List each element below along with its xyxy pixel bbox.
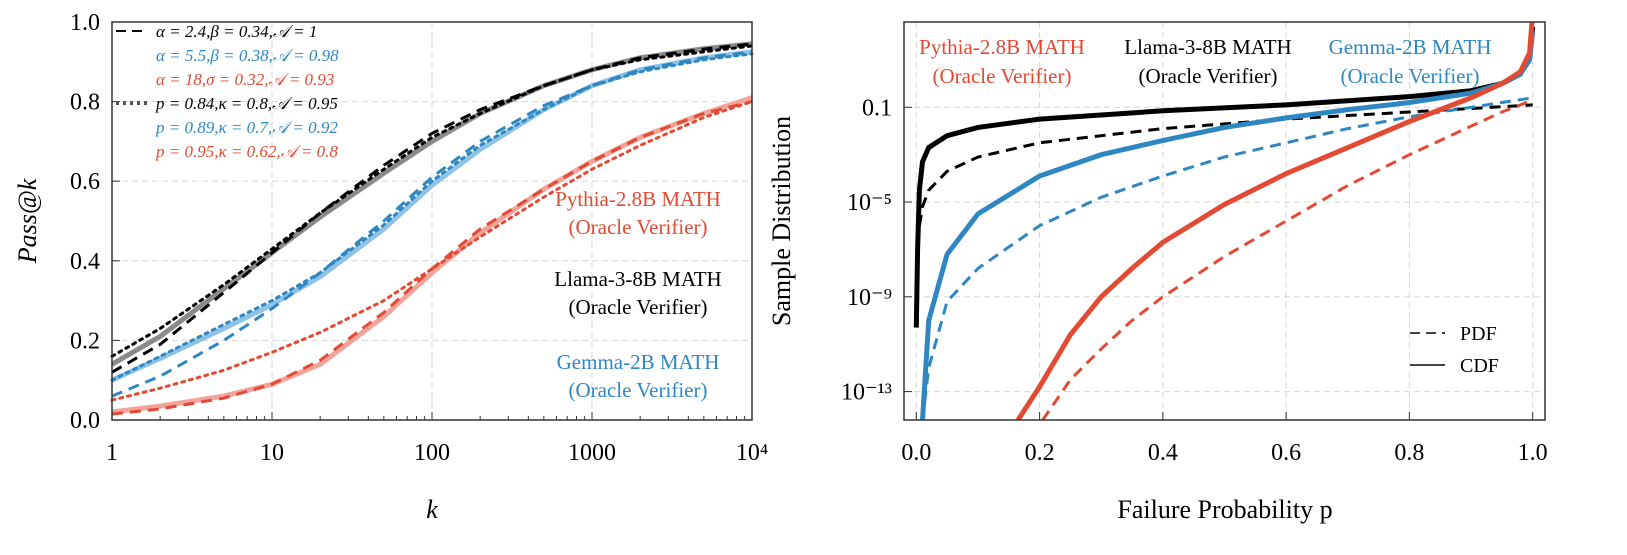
- right-x-tick-label: 1.0: [1518, 440, 1548, 466]
- left-y-axis-label: Pass@k: [13, 178, 42, 264]
- right-model-annotation: Gemma-2B MATH: [1329, 35, 1492, 59]
- left-model-annotation: (Oracle Verifier): [569, 378, 708, 402]
- right-x-tick-label: 0.0: [901, 440, 931, 466]
- right-series: [913, 22, 1536, 420]
- right-x-tick-label: 0.4: [1148, 440, 1178, 466]
- right-y-tick-label: 10⁻⁵: [847, 190, 892, 216]
- right-legend-entry: CDF: [1460, 355, 1499, 377]
- left-y-tick-label: 0.8: [70, 90, 100, 116]
- right-x-axis-label: Failure Probability p: [1117, 495, 1332, 524]
- right-x-tick-label: 0.6: [1271, 440, 1301, 466]
- left-series-line: [110, 52, 754, 382]
- right-x-tick-label: 0.8: [1394, 440, 1424, 466]
- right-model-annotation: (Oracle Verifier): [933, 64, 1072, 88]
- right-y-tick-label: 10⁻¹³: [841, 380, 892, 406]
- left-model-annotation: (Oracle Verifier): [569, 215, 708, 239]
- right-legend: PDF CDF: [1410, 323, 1499, 377]
- left-x-tick-label: 10: [260, 440, 284, 466]
- right-y-axis-label: Sample Distribution: [767, 116, 796, 326]
- left-x-tick-label: 1: [106, 440, 118, 466]
- left-x-axis-label: k: [426, 495, 438, 524]
- left-x-tick-label: 1000: [568, 440, 616, 466]
- right-series-line: [1041, 98, 1534, 420]
- left-ticks: 1 10 100 1000 10⁴ 0.0 0.2 0.4 0.6 0.8 1.0: [70, 10, 768, 466]
- left-model-annotation: Llama-3-8B MATH: [554, 267, 721, 291]
- left-legend-entry: p = 0.84,κ = 0.8,𝒜 = 0.95: [155, 94, 338, 113]
- right-y-tick-label: 0.1: [862, 95, 892, 121]
- right-model-annotation: Llama-3-8B MATH: [1124, 35, 1291, 59]
- left-y-tick-label: 1.0: [70, 10, 100, 36]
- right-plot-frame: [903, 21, 1546, 421]
- left-x-tick-label: 10⁴: [736, 440, 768, 466]
- left-series-line: [110, 49, 753, 383]
- right-series-line: [920, 31, 1536, 420]
- left-series-line: [111, 42, 753, 374]
- right-annotations: Pythia-2.8B MATH (Oracle Verifier) Llama-3…: [919, 35, 1491, 88]
- right-series-line: [921, 96, 1533, 420]
- left-legend-entry: α = 18,σ = 0.32,𝒜 = 0.93: [156, 70, 334, 89]
- left-legend-entry: α = 2.4,β = 0.34,𝒜 = 1: [156, 22, 317, 41]
- right-model-annotation: (Oracle Verifier): [1139, 64, 1278, 88]
- left-y-tick-label: 0.4: [70, 249, 100, 275]
- right-model-annotation: (Oracle Verifier): [1341, 64, 1480, 88]
- left-model-annotation: Pythia-2.8B MATH: [555, 187, 721, 211]
- right-ticks: 0.0 0.2 0.4 0.6 0.8 1.0 0.1 10⁻⁵ 10⁻⁹ 10⁻¹³: [841, 95, 1548, 466]
- right-y-tick-label: 10⁻⁹: [847, 285, 892, 311]
- right-model-annotation: Pythia-2.8B MATH: [919, 35, 1085, 59]
- left-series-line: [110, 44, 754, 358]
- left-legend-entry: p = 0.89,κ = 0.7,𝒜 = 0.92: [155, 118, 338, 137]
- sample-distribution-chart: 0.0 0.2 0.4 0.6 0.8 1.0 0.1 10⁻⁵ 10⁻⁹ 10⁻¹³ Failu…: [767, 21, 1548, 524]
- left-y-tick-label: 0.2: [70, 328, 100, 354]
- left-y-tick-label: 0.0: [70, 408, 100, 434]
- left-x-tick-label: 100: [414, 440, 450, 466]
- left-annotations: Pythia-2.8B MATH (Oracle Verifier) Llama-3…: [554, 187, 721, 402]
- left-series-line: [110, 100, 754, 402]
- left-series: [110, 41, 754, 416]
- left-legend: α = 2.4,β = 0.34,𝒜 = 1 α = 5.5,β = 0.38,𝒜…: [116, 22, 339, 161]
- left-series-line: [111, 95, 753, 415]
- right-x-tick-label: 0.2: [1025, 440, 1055, 466]
- left-model-annotation: Gemma-2B MATH: [557, 350, 720, 374]
- left-y-tick-label: 0.6: [70, 169, 100, 195]
- left-model-annotation: (Oracle Verifier): [569, 295, 708, 319]
- left-legend-entry: α = 5.5,β = 0.38,𝒜 = 0.98: [156, 46, 339, 65]
- right-series-line: [1015, 22, 1535, 420]
- left-legend-entry: p = 0.95,κ = 0.62,𝒜 = 0.8: [155, 142, 338, 161]
- pass-at-k-chart: 1 10 100 1000 10⁴ 0.0 0.2 0.4 0.6 0.8 1.0 k Pass@k…: [13, 10, 768, 524]
- right-legend-entry: PDF: [1460, 323, 1497, 345]
